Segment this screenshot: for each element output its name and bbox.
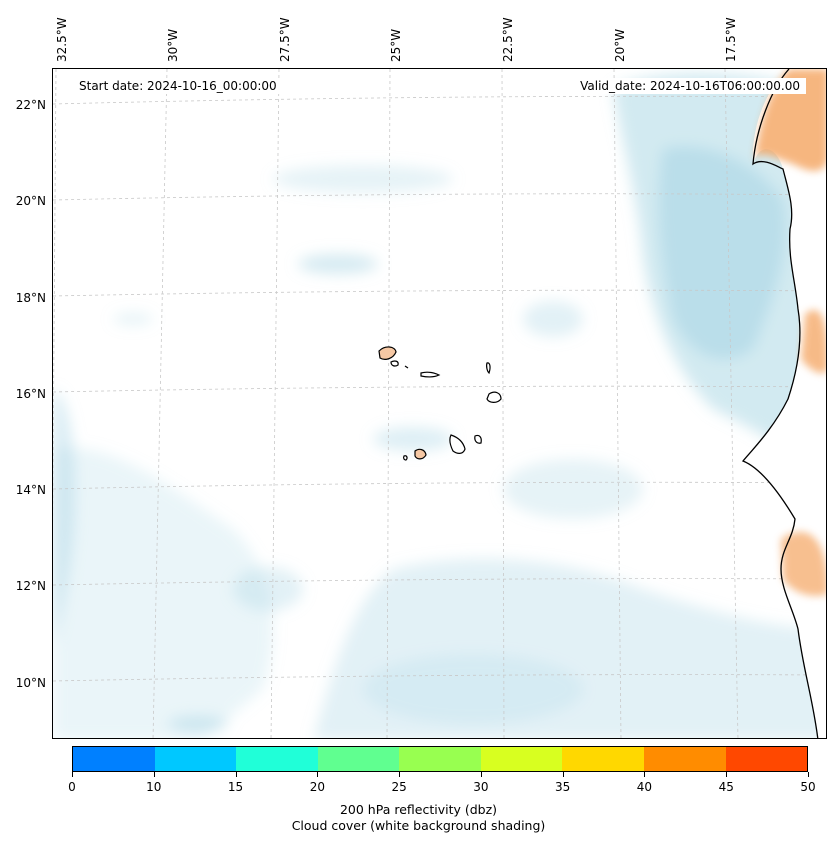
reflectivity-orange-south: [781, 532, 826, 596]
colorbar-tick-label: 35: [555, 780, 571, 794]
colorbar-title: 200 hPa reflectivity (dbz): [339, 802, 498, 817]
colorbar-tick-mark: [72, 772, 73, 777]
colorbar-tick-mark: [317, 772, 319, 777]
cloud-streak-3: [373, 427, 453, 451]
latitude-label-20n: 20°N: [15, 194, 46, 208]
colorbar-tick-mark: [644, 772, 646, 777]
cloud-streak-5: [168, 716, 228, 732]
africa-coast: [741, 69, 826, 738]
longitude-label-27-5w: 27.5°W: [278, 17, 292, 62]
valid-date-label: Valid_date: 2024-10-16T06:00:00.00: [574, 78, 806, 94]
coastline-africa: [741, 69, 819, 738]
latitude-label-22n: 22°N: [15, 98, 46, 112]
colorbar-segment-15-20: [236, 747, 318, 771]
colorbar-tick-label: 30: [473, 780, 489, 794]
longitude-label-25w: 25°W: [389, 28, 403, 62]
colorbar-tick-label: 25: [391, 780, 407, 794]
gridlines: [53, 69, 826, 738]
colorbar-tick-mark: [808, 772, 809, 777]
island-sal: [486, 362, 491, 375]
longitude-label-20w: 20°W: [613, 28, 627, 62]
colorbar-tick-mark: [562, 772, 564, 777]
colorbar-segment-30-35: [480, 747, 563, 771]
cloud-streak-2: [298, 254, 378, 274]
colorbar-tick-mark: [726, 772, 728, 777]
colorbar-segment-10-15: [154, 747, 237, 771]
cloud-streak-1: [273, 165, 453, 193]
island-sao-nicolau: [420, 371, 441, 378]
island-maio: [474, 434, 482, 444]
colorbar-segment-20-25: [317, 747, 400, 771]
colorbar-tick-label: 20: [309, 780, 325, 794]
colorbar-tick-label: 50: [800, 780, 816, 794]
latitude-label-14n: 14°N: [15, 483, 46, 497]
cloud-streak-9: [113, 313, 153, 325]
island-santiago: [449, 434, 466, 454]
reflectivity-orange-mid: [801, 310, 826, 374]
colorbar-segment-45-50: [725, 747, 808, 771]
longitude-label-17-5w: 17.5°W: [724, 17, 738, 62]
latitude-label-12n: 12°N: [15, 579, 46, 593]
colorbar-tick-mark: [480, 772, 482, 777]
cloud-streak-6: [523, 301, 583, 337]
cloud-band-core: [658, 146, 786, 359]
cloud-streak-4: [503, 459, 643, 519]
colorbar-segment-25-30: [399, 747, 481, 771]
island-fogo: [414, 448, 427, 460]
cloud-cover-layer: [53, 73, 826, 738]
colorbar-segment-0-10: [73, 747, 155, 771]
colorbar-segment-35-40: [562, 747, 644, 771]
island-sao-vicente: [390, 360, 399, 367]
colorbar-tick-label: 0: [68, 780, 76, 794]
longitude-label-30w: 30°W: [166, 28, 180, 62]
longitude-label-32-5w: 32.5°W: [55, 17, 69, 62]
cloud-streak-8: [233, 567, 303, 611]
island-santo-antao: [378, 346, 397, 360]
latitude-label-16n: 16°N: [15, 387, 46, 401]
latitude-label-18n: 18°N: [15, 291, 46, 305]
latitude-label-10n: 10°N: [15, 676, 46, 690]
colorbar-tick-mark: [153, 772, 155, 777]
colorbar-tick-mark: [235, 772, 237, 777]
longitude-label-22-5w: 22.5°W: [501, 17, 515, 62]
map-canvas: [53, 69, 826, 738]
colorbar-tick-label: 45: [718, 780, 734, 794]
colorbar-subtitle: Cloud cover (white background shading): [291, 818, 546, 833]
cloud-streak-7: [363, 654, 583, 724]
island-boa-vista: [486, 391, 502, 403]
map-panel: Start date: 2024-10-16_00:00:00 Valid_da…: [52, 68, 827, 739]
reflectivity-colorbar: [72, 746, 808, 772]
cape-verde-islands: [378, 346, 502, 461]
colorbar-tick-label: 40: [636, 780, 653, 794]
cloud-southwest-patch: [53, 447, 273, 738]
colorbar-tick-label: 15: [227, 780, 244, 794]
island-brava: [403, 455, 408, 461]
colorbar-tick-mark: [399, 772, 401, 777]
cloud-west-strip: [53, 389, 75, 649]
island-santa-luzia: [404, 365, 409, 369]
start-date-label: Start date: 2024-10-16_00:00:00: [73, 78, 283, 94]
colorbar-segment-40-45: [643, 747, 726, 771]
colorbar-tick-label: 10: [146, 780, 162, 794]
